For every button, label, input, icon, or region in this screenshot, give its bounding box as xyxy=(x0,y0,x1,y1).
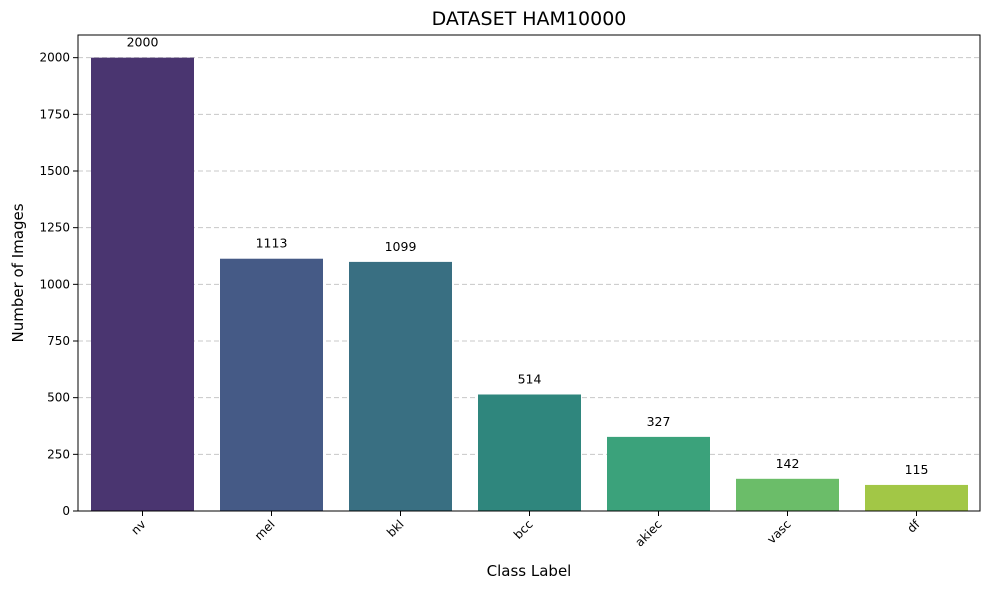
y-tick-label: 1250 xyxy=(39,221,70,235)
data-label-bkl: 1099 xyxy=(385,239,417,254)
y-tick-label: 750 xyxy=(47,334,70,348)
bar-bcc xyxy=(478,394,581,511)
y-tick-label: 250 xyxy=(47,447,70,461)
data-label-vasc: 142 xyxy=(776,456,800,471)
y-tick-label: 2000 xyxy=(39,51,70,65)
y-tick-label: 1750 xyxy=(39,107,70,121)
x-tick-label-nv: nv xyxy=(128,517,148,537)
y-tick-label: 1500 xyxy=(39,164,70,178)
data-label-mel: 1113 xyxy=(256,236,288,251)
bar-df xyxy=(865,484,968,511)
y-tick-label: 1000 xyxy=(39,277,70,291)
x-tick-label-mel: mel xyxy=(252,517,278,543)
x-tick-label-df: df xyxy=(904,517,923,536)
bars xyxy=(91,57,968,512)
x-tick-label-akiec: akiec xyxy=(632,517,664,549)
data-label-nv: 2000 xyxy=(127,35,159,50)
bar-bkl xyxy=(349,261,452,511)
bar-mel xyxy=(220,258,323,511)
data-labels: 2000 1113 1099 514 327 142 115 xyxy=(127,35,929,477)
x-tick-label-bkl: bkl xyxy=(384,517,407,540)
x-axis-label: Class Label xyxy=(487,562,572,580)
y-axis-ticks: 0 250 500 750 1000 1250 1500 1750 2000 xyxy=(39,51,78,518)
bar-akiec xyxy=(607,436,710,511)
data-label-df: 115 xyxy=(905,462,929,477)
bar-vasc xyxy=(736,478,839,511)
y-axis-label: Number of Images xyxy=(9,203,27,342)
x-axis-ticks: nv mel bkl bcc akiec vasc df xyxy=(128,511,923,549)
x-tick-label-vasc: vasc xyxy=(764,517,793,546)
y-tick-label: 0 xyxy=(62,504,70,518)
x-tick-label-bcc: bcc xyxy=(511,517,536,542)
data-label-akiec: 327 xyxy=(647,414,671,429)
y-tick-label: 500 xyxy=(47,391,70,405)
chart-title: DATASET HAM10000 xyxy=(432,8,627,30)
data-label-bcc: 514 xyxy=(518,371,542,386)
bar-nv xyxy=(91,57,194,512)
